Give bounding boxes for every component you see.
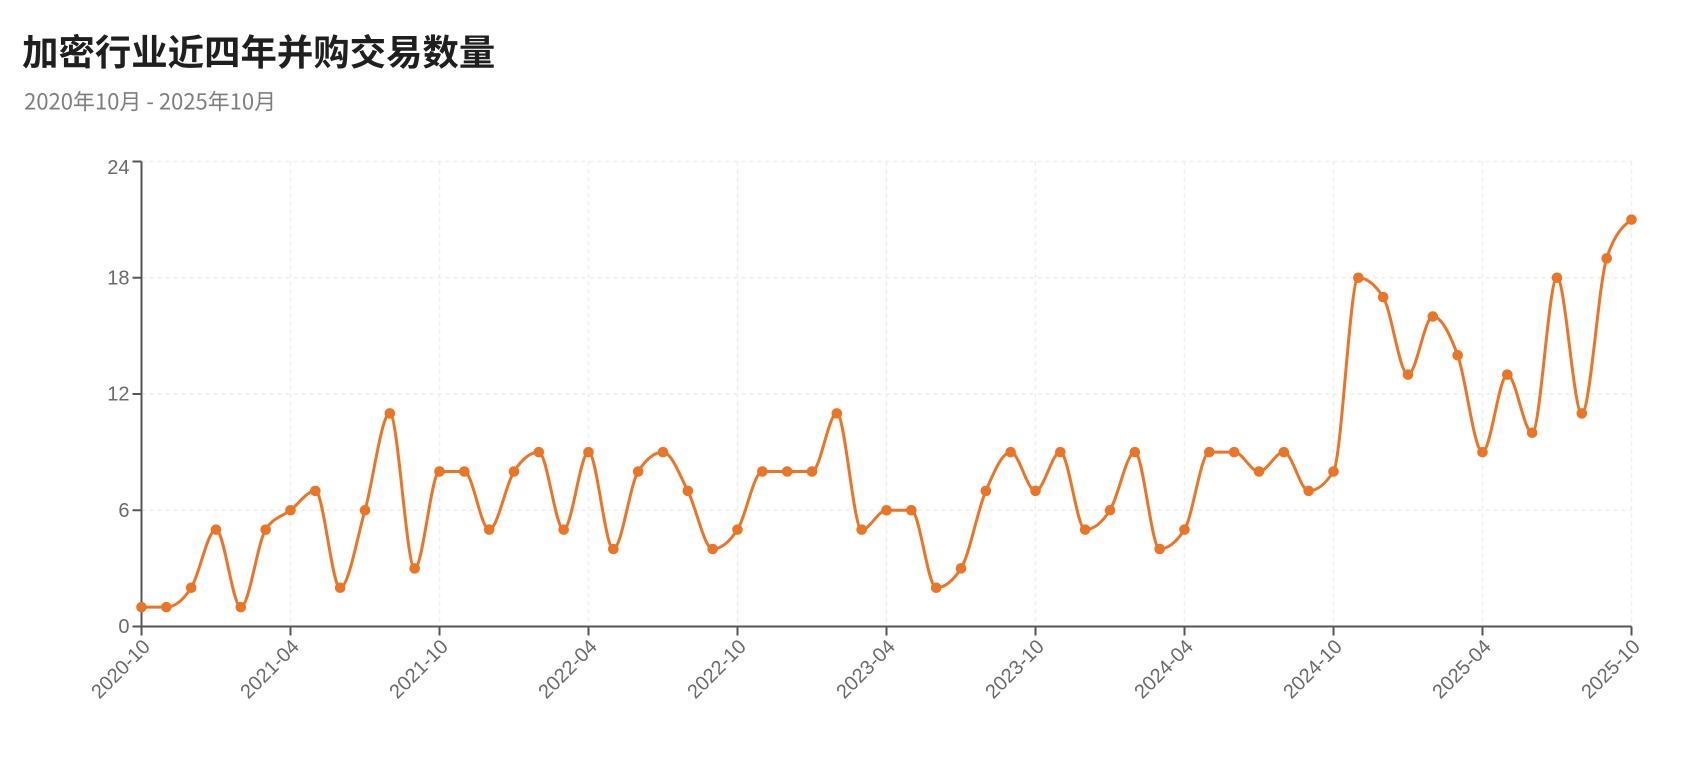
svg-text:0: 0	[118, 616, 129, 638]
svg-text:24: 24	[107, 157, 129, 179]
svg-text:6: 6	[118, 500, 129, 522]
svg-text:12: 12	[107, 384, 129, 406]
svg-text:18: 18	[107, 267, 129, 289]
